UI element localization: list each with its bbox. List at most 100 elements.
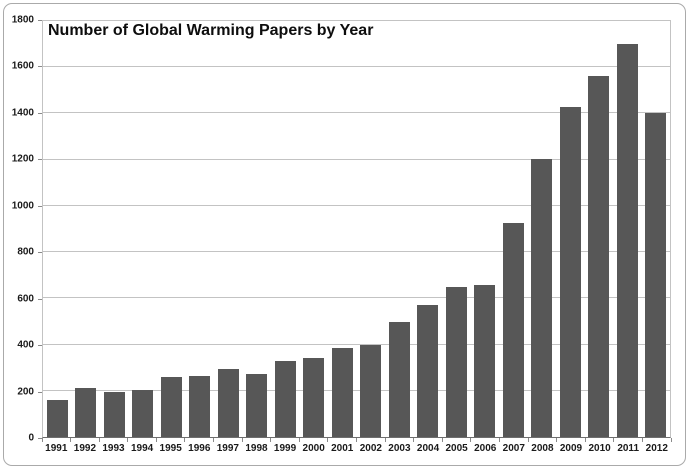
x-tick-mark-5 (184, 438, 186, 442)
bar-2005 (445, 286, 467, 437)
bar-cell-1999 (271, 21, 300, 437)
bar-cell-2011 (613, 21, 642, 437)
bar-cell-1991 (43, 21, 72, 437)
bar-cell-1996 (186, 21, 215, 437)
x-tick-label-2000: 2000 (302, 443, 325, 454)
y-tick-mark-1400 (38, 112, 42, 114)
x-tick-label-1994: 1994 (130, 443, 154, 454)
y-tick-label-1600: 1600 (11, 60, 34, 72)
x-tick-label-2002: 2002 (359, 443, 382, 454)
y-tick-mark-600 (38, 298, 42, 300)
bar-1992 (75, 388, 96, 437)
x-tick-mark-6 (213, 438, 215, 442)
bar-1996 (189, 376, 210, 437)
bar-cell-2007 (499, 21, 528, 437)
x-tick-mark-16 (498, 438, 500, 442)
bar-2000 (303, 358, 324, 437)
bar-cell-1994 (129, 21, 158, 437)
x-tick-mark-2 (98, 438, 100, 442)
bar-2010 (588, 75, 609, 437)
x-tick-mark-11 (356, 438, 357, 442)
gridline-1000 (43, 204, 670, 206)
bar-cell-2006 (471, 21, 500, 437)
x-tick-mark-1 (70, 438, 72, 442)
bar-2003 (388, 322, 410, 437)
plot-area (42, 20, 671, 438)
x-tick-label-2004: 2004 (416, 443, 440, 454)
x-axis-ticks (41, 438, 672, 442)
x-tick-mark-10 (327, 438, 329, 442)
x-tick-mark-7 (241, 438, 243, 442)
bar-cell-2001 (328, 21, 357, 437)
bar-cell-2012 (642, 21, 671, 437)
x-tick-label-2006: 2006 (474, 443, 497, 454)
bar-1991 (46, 400, 68, 437)
bar-cell-2005 (442, 21, 471, 437)
x-tick-label-1998: 1998 (245, 443, 268, 454)
y-tick-label-600: 600 (17, 293, 34, 305)
x-tick-label-1993: 1993 (102, 443, 125, 454)
y-tick-label-200: 200 (17, 386, 34, 398)
bar-cell-1993 (100, 21, 129, 437)
bar-series (43, 21, 670, 437)
bar-2012 (645, 112, 666, 437)
bar-2002 (360, 345, 381, 437)
bar-cell-2008 (528, 21, 557, 437)
bar-cell-2010 (585, 21, 614, 437)
y-tick-mark-1000 (38, 205, 42, 207)
bar-1998 (246, 374, 267, 437)
x-tick-mark-22 (670, 438, 672, 442)
bar-cell-1995 (157, 21, 186, 437)
x-tick-label-1999: 1999 (273, 443, 297, 454)
y-tick-mark-1200 (38, 159, 42, 161)
x-tick-mark-3 (127, 438, 129, 442)
x-tick-label-2009: 2009 (559, 443, 583, 454)
chart-title: Number of Global Warming Papers by Year (48, 22, 374, 39)
x-tick-mark-20 (613, 438, 615, 442)
x-tick-label-1991: 1991 (45, 443, 68, 454)
y-tick-label-0: 0 (28, 432, 34, 444)
y-tick-mark-800 (38, 252, 42, 254)
y-tick-label-400: 400 (17, 339, 34, 351)
bar-cell-2003 (385, 21, 414, 437)
y-tick-mark-200 (38, 391, 42, 393)
bar-cell-2002 (357, 21, 386, 437)
x-tick-label-2012: 2012 (645, 443, 668, 454)
x-tick-mark-15 (470, 438, 472, 442)
bar-1997 (217, 369, 239, 437)
x-tick-label-2010: 2010 (588, 443, 611, 454)
gridline-400 (43, 343, 670, 345)
x-tick-mark-13 (413, 438, 415, 442)
bar-cell-1997 (214, 21, 243, 437)
gridline-1400 (43, 112, 670, 114)
x-tick-mark-0 (41, 438, 43, 442)
y-tick-mark-400 (38, 345, 42, 347)
y-tick-mark-0 (38, 438, 42, 439)
y-tick-label-1400: 1400 (11, 107, 34, 119)
x-tick-label-2005: 2005 (445, 443, 468, 454)
gridline-1600 (43, 66, 670, 68)
y-tick-label-1800: 1800 (11, 14, 34, 26)
bar-2011 (616, 44, 638, 437)
gridline-600 (43, 297, 670, 299)
bar-2009 (559, 106, 581, 437)
bar-1994 (132, 389, 153, 437)
x-tick-label-2003: 2003 (388, 443, 411, 454)
x-tick-mark-4 (155, 438, 157, 442)
y-tick-mark-1600 (38, 66, 42, 68)
y-tick-label-1000: 1000 (11, 200, 34, 212)
bar-cell-2009 (556, 21, 585, 437)
bar-2007 (502, 223, 524, 437)
bar-cell-2004 (414, 21, 443, 437)
x-tick-label-1996: 1996 (188, 443, 211, 454)
x-tick-label-2011: 2011 (617, 443, 640, 454)
bar-cell-2000 (300, 21, 329, 437)
x-tick-mark-18 (556, 438, 558, 442)
gridline-1200 (43, 158, 670, 160)
y-axis-ticks (38, 20, 42, 439)
x-tick-label-1992: 1992 (73, 443, 97, 454)
bar-2006 (474, 284, 495, 437)
x-tick-mark-9 (298, 438, 300, 442)
y-tick-mark-1800 (38, 20, 42, 21)
x-tick-mark-19 (584, 438, 586, 442)
